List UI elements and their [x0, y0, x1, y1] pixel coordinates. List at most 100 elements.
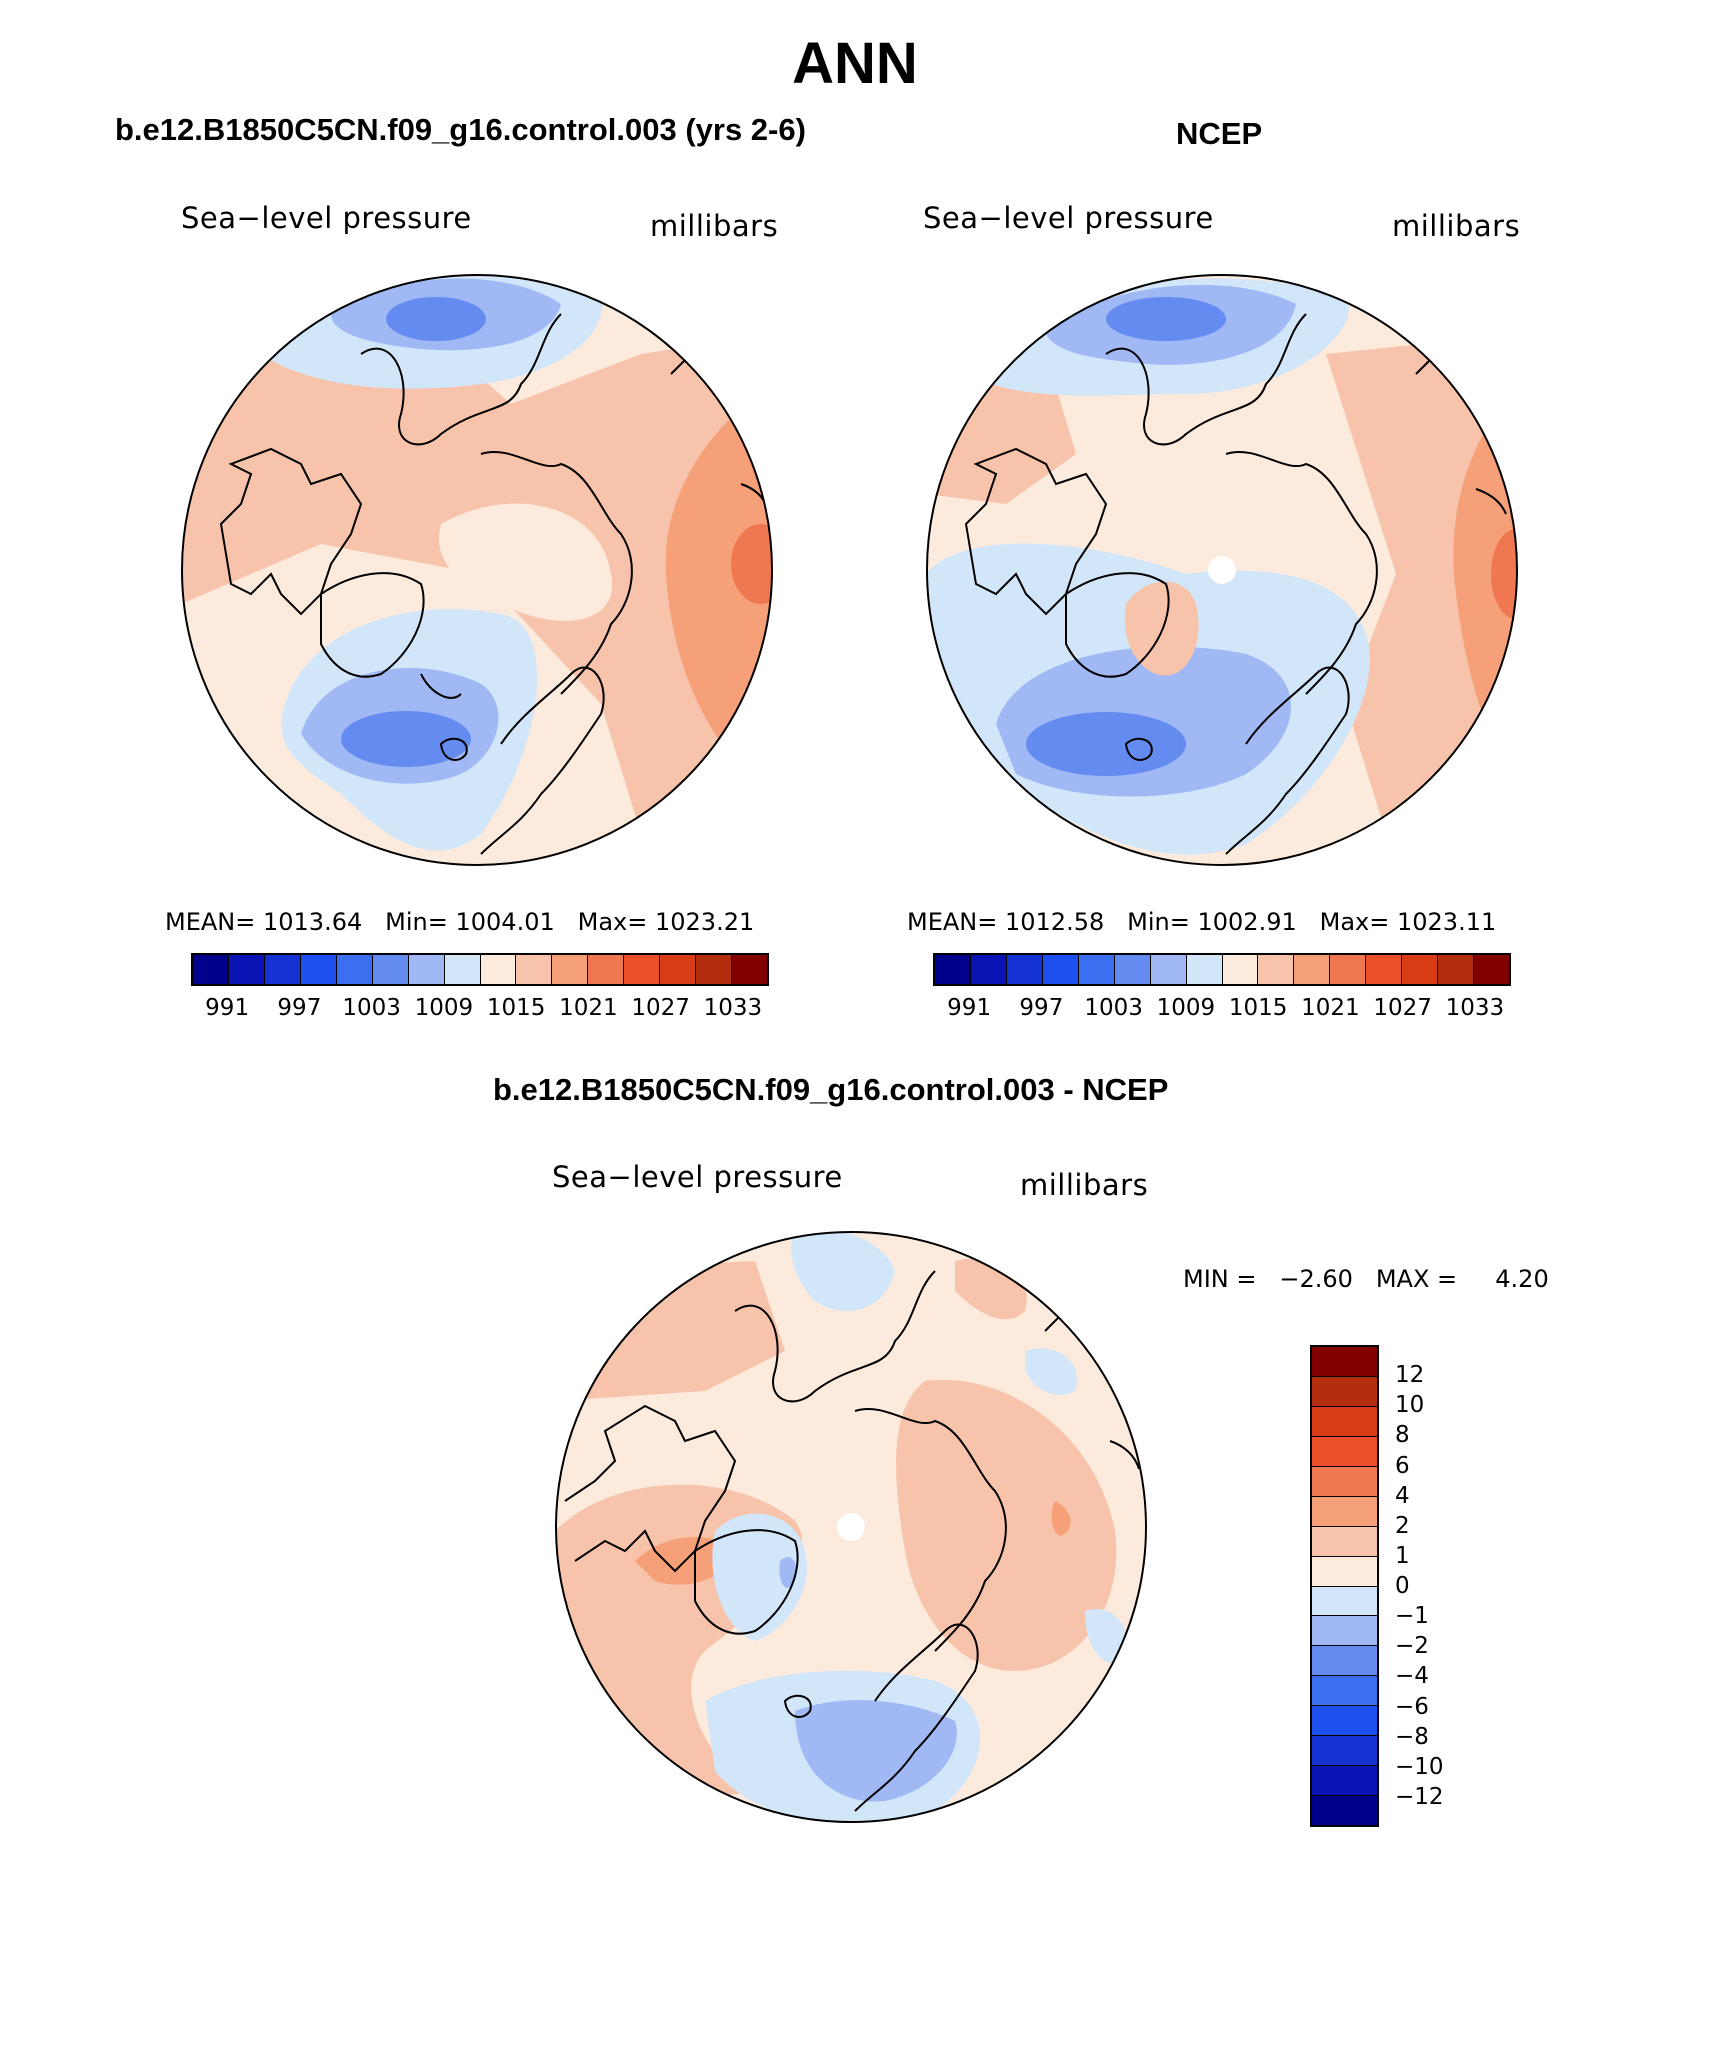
model-region-icelandic-low-core	[341, 711, 471, 767]
model-mean-value: 1013.64	[263, 908, 363, 936]
model-colorbar-tick-label: 1021	[559, 995, 618, 1021]
obs-colorbar-swatch	[1222, 955, 1259, 984]
model-colorbar-swatch	[552, 955, 589, 984]
diff-pole-gap	[837, 1513, 865, 1541]
model-colorbar-swatch	[408, 955, 445, 984]
diff-colorbar-swatch	[1312, 1526, 1377, 1557]
model-region-positive-band	[182, 334, 772, 865]
model-colorbar	[191, 953, 769, 986]
obs-region-greenland-high	[1124, 581, 1199, 676]
model-colorbar-swatch	[228, 955, 265, 984]
diff-colorbar-tick-label: −6	[1395, 1693, 1429, 1720]
model-colorbar-swatch	[624, 955, 661, 984]
obs-colorbar-tick-label: 1021	[1301, 995, 1360, 1021]
obs-colorbar	[933, 953, 1511, 986]
obs-colorbar-swatch	[1114, 955, 1151, 984]
obs-max-label: Max=	[1319, 908, 1390, 936]
model-colorbar-swatch	[193, 955, 229, 984]
obs-colorbar-swatch	[1402, 955, 1439, 984]
model-mean-label: MEAN=	[165, 908, 256, 936]
model-colorbar-tick-label: 991	[205, 995, 250, 1021]
model-colorbar-swatch	[732, 955, 767, 984]
diff-colorbar-swatch	[1312, 1586, 1377, 1617]
diff-colorbar-tick-label: −4	[1395, 1663, 1429, 1690]
figure-title: ANN	[792, 31, 918, 96]
diff-colorbar-tick-label: 10	[1395, 1392, 1425, 1419]
obs-region-icelandic-low-core	[1026, 712, 1186, 776]
obs-variable-label: Sea−level pressure	[923, 201, 1214, 235]
diff-colorbar-tick-label: −10	[1395, 1753, 1444, 1780]
model-colorbar-swatch	[588, 955, 625, 984]
model-colorbar-swatch	[516, 955, 553, 984]
obs-colorbar-swatch	[970, 955, 1007, 984]
obs-max-value: 1023.11	[1397, 908, 1497, 936]
obs-units-label: millibars	[1392, 209, 1521, 243]
model-colorbar-swatch	[444, 955, 481, 984]
diff-colorbar-tick-label: −2	[1395, 1633, 1429, 1660]
diff-region-greenland-negative	[712, 1513, 807, 1641]
diff-colorbar-swatch	[1312, 1796, 1377, 1825]
obs-colorbar-swatch	[1258, 955, 1295, 984]
model-max-label: Max=	[577, 908, 648, 936]
diff-max-label: MAX =	[1375, 1265, 1458, 1293]
obs-colorbar-tick-label: 1033	[1445, 995, 1505, 1021]
obs-min-label: Min=	[1127, 908, 1190, 936]
model-colorbar-swatch	[696, 955, 733, 984]
model-region-siberian-high-core	[731, 524, 772, 604]
model-colorbar-swatch	[660, 955, 697, 984]
diff-region-barents-negative-mid	[795, 1700, 957, 1802]
diff-polar-map	[555, 1231, 1147, 1823]
diff-colorbar-tick-label: −1	[1395, 1603, 1429, 1630]
obs-mean-value: 1012.58	[1005, 908, 1105, 936]
diff-colorbar-swatch	[1312, 1556, 1377, 1587]
obs-stats: MEAN= 1012.58 Min= 1002.91 Max= 1023.11	[907, 908, 1496, 936]
diff-region-greenland-negative-core	[779, 1557, 797, 1589]
obs-colorbar-tick-label: 1009	[1156, 995, 1216, 1021]
obs-map-border	[926, 274, 1518, 866]
obs-pole-gap	[1208, 556, 1236, 584]
obs-colorbar-swatch	[1078, 955, 1115, 984]
obs-colorbar-tick-label: 1027	[1373, 995, 1432, 1021]
obs-colorbar-swatch	[1474, 955, 1509, 984]
model-units-label: millibars	[650, 209, 779, 243]
diff-region-siberia-negative	[1025, 1348, 1077, 1395]
model-min-value: 1004.01	[455, 908, 555, 936]
diff-panel-title: b.e12.B1850C5CN.f09_g16.control.003 - NC…	[493, 1072, 1169, 1107]
model-stats: MEAN= 1013.64 Min= 1004.01 Max= 1023.21	[165, 908, 754, 936]
diff-region-siberia-positive-core	[1051, 1501, 1071, 1536]
diff-colorbar-swatch	[1312, 1766, 1377, 1797]
diff-colorbar-tick-label: 1	[1395, 1542, 1410, 1569]
obs-colorbar-tick-label: 1015	[1228, 995, 1288, 1021]
model-panel-title: b.e12.B1850C5CN.f09_g16.control.003 (yrs…	[115, 112, 806, 147]
model-min-label: Min=	[385, 908, 448, 936]
obs-colorbar-swatch	[935, 955, 971, 984]
diff-colorbar-tick-label: 4	[1395, 1482, 1410, 1509]
diff-colorbar-swatch	[1312, 1406, 1377, 1437]
diff-min-label: MIN =	[1183, 1265, 1257, 1293]
diff-colorbar-tick-label: 12	[1395, 1362, 1425, 1389]
obs-colorbar-tick-label: 1003	[1084, 995, 1143, 1021]
obs-colorbar-swatch	[1186, 955, 1223, 984]
model-polar-map	[181, 274, 773, 866]
obs-region-aleutian-low-core	[1106, 297, 1226, 341]
diff-colorbar-swatch	[1312, 1436, 1377, 1467]
model-colorbar-tick-label: 1015	[486, 995, 546, 1021]
diff-colorbar-tick-label: −8	[1395, 1723, 1429, 1750]
diff-map-border	[555, 1231, 1147, 1823]
diff-max-value: 4.20	[1495, 1265, 1549, 1293]
diff-colorbar-tick-label: 2	[1395, 1512, 1410, 1539]
obs-colorbar-swatch	[1006, 955, 1043, 984]
model-colorbar-swatch	[264, 955, 301, 984]
model-colorbar-tick-label: 1033	[703, 995, 763, 1021]
obs-colorbar-swatch	[1150, 955, 1187, 984]
diff-colorbar	[1310, 1345, 1379, 1827]
obs-coastlines	[964, 313, 1507, 855]
obs-colorbar-swatch	[1042, 955, 1079, 984]
model-variable-label: Sea−level pressure	[181, 201, 472, 235]
diff-variable-label: Sea−level pressure	[552, 1160, 843, 1194]
diff-colorbar-tick-label: 0	[1395, 1573, 1410, 1599]
obs-polar-map	[926, 274, 1518, 866]
obs-min-value: 1002.91	[1197, 908, 1297, 936]
diff-stats: MIN = −2.60 MAX = 4.20	[1183, 1265, 1549, 1293]
model-map-border	[181, 274, 773, 866]
